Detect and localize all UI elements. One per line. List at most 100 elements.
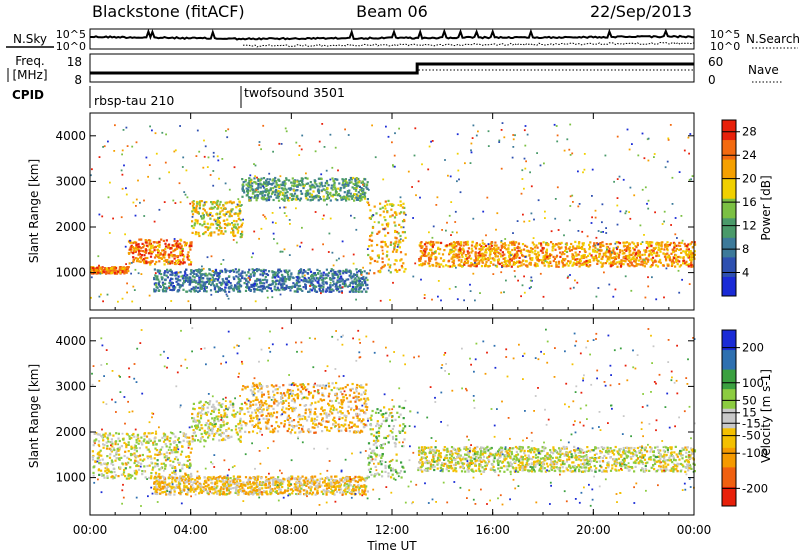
echo-cell (564, 258, 567, 261)
echo-cell (435, 204, 438, 206)
echo-cell (512, 232, 514, 234)
echo-cell (156, 463, 159, 466)
echo-cell (514, 261, 517, 264)
echo-cell (278, 281, 281, 284)
echo-cell (131, 145, 134, 148)
echo-cell (469, 264, 472, 267)
echo-cell (236, 433, 239, 436)
echo-cell (235, 220, 238, 223)
echo-cell (582, 171, 584, 174)
echo-cell (341, 417, 344, 420)
echo-cell (338, 257, 340, 260)
echo-cell (430, 254, 433, 257)
echo-cell (620, 264, 623, 267)
echo-cell (98, 156, 101, 158)
echo-cell (320, 274, 323, 278)
echo-cell (179, 252, 182, 255)
echo-cell (384, 200, 387, 203)
echo-cell (184, 272, 187, 275)
echo-cell (269, 188, 272, 191)
noise-panel: N.Sky 10^5 10^0 10^5 10^0 N.Search (6, 28, 800, 53)
echo-cell (339, 272, 342, 275)
echo-cell (285, 130, 288, 133)
echo-cell (247, 281, 250, 284)
echo-cell (256, 187, 259, 191)
echo-cell (206, 226, 209, 229)
echo-cell (500, 129, 503, 131)
echo-cell (138, 238, 141, 241)
echo-cell (512, 260, 515, 264)
echo-cell (146, 464, 149, 468)
echo-cell (423, 254, 426, 257)
echo-cell (595, 295, 598, 298)
echo-cell (432, 243, 436, 246)
echo-cell (559, 251, 562, 254)
echo-cell (312, 272, 316, 275)
echo-cell (213, 423, 217, 426)
echo-cell (343, 414, 346, 417)
echo-cell (371, 124, 373, 127)
echo-cell (477, 256, 480, 259)
echo-cell (254, 175, 256, 178)
echo-cell (277, 268, 280, 271)
echo-cell (448, 243, 452, 246)
echo-cell (218, 203, 221, 206)
echo-cell (524, 244, 527, 247)
echo-cell (386, 225, 389, 228)
echo-cell (239, 274, 242, 277)
echo-cell (140, 254, 143, 257)
echo-cell (304, 193, 307, 196)
echo-cell (125, 266, 128, 269)
echo-cell (332, 289, 335, 292)
echo-cell (259, 190, 262, 194)
echo-cell (232, 403, 235, 406)
echo-cell (211, 279, 214, 282)
echo-cell (304, 284, 307, 287)
echo-cell (465, 261, 468, 265)
echo-cell (431, 298, 433, 301)
echo-cell (230, 208, 233, 211)
echo-cell (678, 248, 681, 251)
echo-cell (215, 213, 218, 216)
echo-cell (267, 284, 270, 287)
echo-cell (240, 204, 243, 206)
echo-cell (624, 255, 627, 258)
echo-cell (155, 278, 158, 281)
echo-cell (254, 164, 257, 167)
echo-cell (133, 461, 136, 465)
echo-cell (651, 250, 654, 253)
echo-cell (503, 260, 506, 264)
echo-cell (328, 290, 331, 293)
echo-cell (323, 412, 326, 415)
echo-cell (161, 436, 164, 439)
echo-cell (124, 467, 127, 470)
echo-cell (168, 440, 171, 443)
echo-cell (134, 250, 137, 253)
echo-cell (198, 207, 201, 210)
echo-cell (175, 255, 178, 258)
echo-cell (202, 207, 205, 210)
echo-cell (293, 185, 296, 188)
echo-cell (393, 263, 396, 266)
echo-cell (676, 256, 680, 259)
echo-cell (647, 285, 650, 288)
echo-cell (339, 284, 342, 287)
echo-cell (198, 411, 201, 414)
echo-cell (466, 240, 469, 243)
echo-cell (481, 248, 484, 251)
echo-cell (138, 439, 141, 442)
echo-cell (267, 191, 271, 195)
echo-cell (226, 283, 229, 286)
echo-cell (174, 441, 177, 444)
echo-cell (202, 166, 205, 169)
echo-cell (572, 256, 575, 259)
echo-cell (289, 286, 292, 289)
echo-cell (357, 396, 360, 399)
echo-cell (323, 184, 327, 187)
echo-cell (276, 286, 279, 289)
echo-cell (128, 437, 131, 440)
echo-cell (157, 289, 160, 292)
echo-cell (547, 257, 550, 260)
echo-cell (203, 222, 206, 225)
echo-cell (402, 226, 405, 229)
